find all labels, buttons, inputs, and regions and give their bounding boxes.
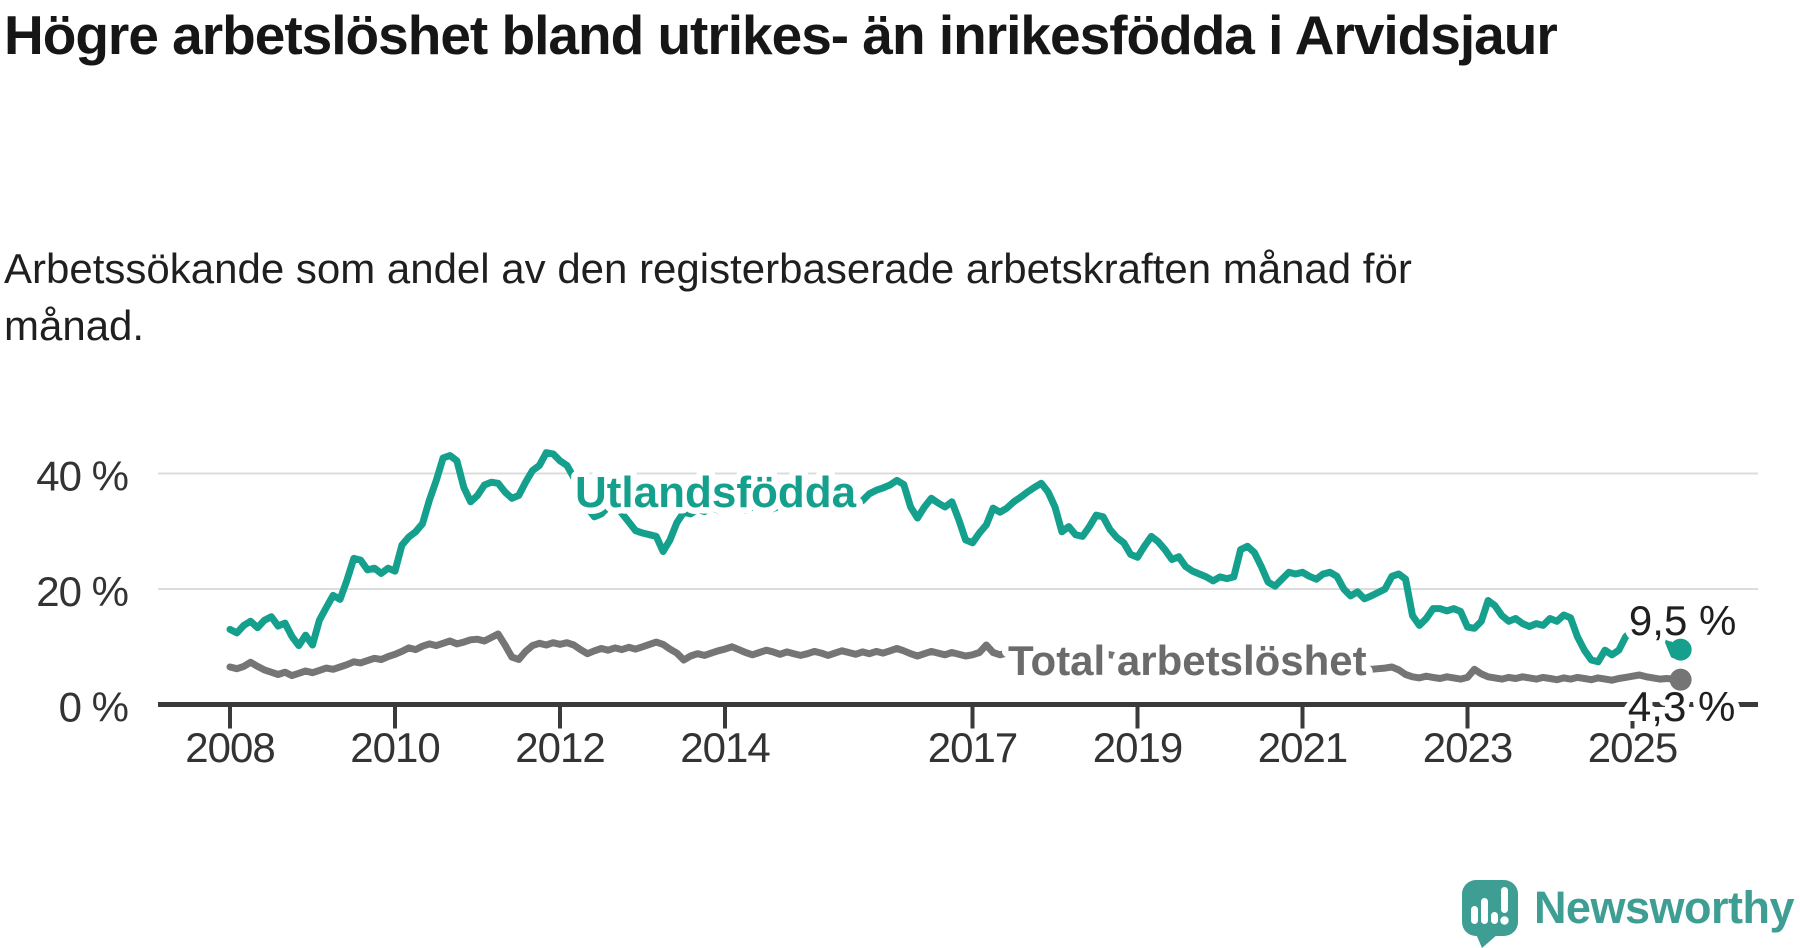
end-dot-utlandsfodda bbox=[1669, 638, 1692, 661]
x-tick-label: 2014 bbox=[680, 724, 770, 771]
x-tick-label: 2010 bbox=[350, 724, 439, 771]
series-label-total: Total arbetslöshet bbox=[1008, 637, 1367, 684]
x-tick-label: 2021 bbox=[1258, 724, 1347, 771]
y-tick-label: 0 % bbox=[59, 684, 128, 731]
x-tick-label: 2012 bbox=[515, 724, 604, 771]
x-tick-label: 2023 bbox=[1423, 724, 1512, 771]
page-title: Högre arbetslöshet bland utrikes- än inr… bbox=[4, 4, 1558, 66]
y-tick-label: 20 % bbox=[36, 568, 128, 615]
newsworthy-logo: Newsworthy bbox=[1460, 878, 1795, 948]
x-tick-label: 2008 bbox=[185, 724, 274, 771]
chart-subtitle: Arbetssökande som andel av den registerb… bbox=[4, 245, 1412, 350]
series-line-utlandsfodda bbox=[226, 449, 1685, 666]
x-tick-label: 2017 bbox=[928, 724, 1017, 771]
newsworthy-logo-icon bbox=[1461, 880, 1518, 948]
end-value-label-utlandsfodda: 9,5 % bbox=[1629, 597, 1736, 644]
x-tick-label: 2025 bbox=[1588, 724, 1677, 771]
end-dot-total bbox=[1669, 668, 1692, 691]
newsworthy-logo-text: Newsworthy bbox=[1533, 881, 1795, 933]
y-tick-label: 40 % bbox=[36, 453, 128, 500]
x-tick-label: 2019 bbox=[1093, 724, 1182, 771]
series-label-utlandsfodda: Utlandsfödda bbox=[575, 468, 857, 517]
end-value-label-total: 4,3 % bbox=[1628, 683, 1735, 730]
series-line-total bbox=[226, 630, 1685, 684]
